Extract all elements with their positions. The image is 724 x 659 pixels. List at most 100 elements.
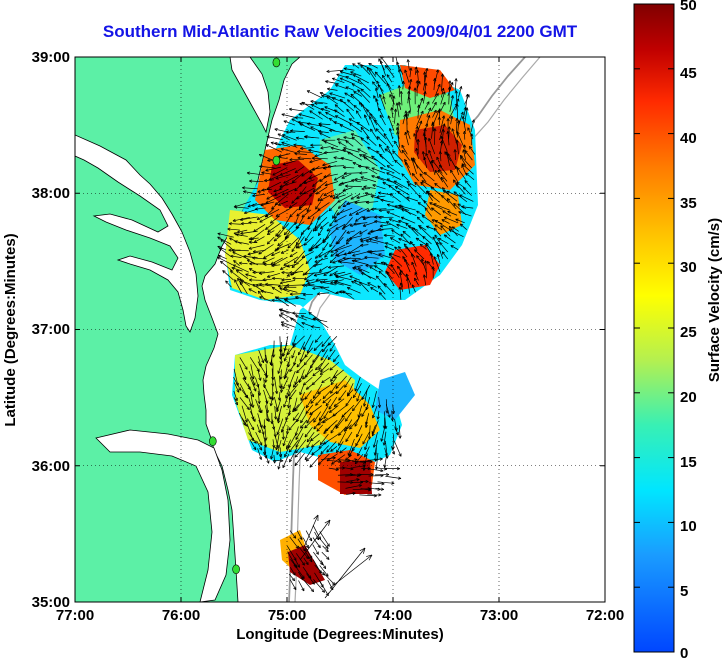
velocity-arrow xyxy=(406,277,411,294)
velocity-arrow xyxy=(318,124,336,132)
velocity-arrow xyxy=(423,200,432,211)
velocity-arrow xyxy=(468,146,476,155)
velocity-arrow xyxy=(240,216,258,222)
velocity-arrow xyxy=(370,207,387,211)
velocity-arrow xyxy=(372,184,386,190)
velocity-arrow xyxy=(377,397,382,408)
velocity-arrow xyxy=(321,456,336,460)
velocity-arrow xyxy=(297,156,312,160)
velocity-arrow xyxy=(394,205,409,211)
velocity-arrow xyxy=(335,385,345,395)
velocity-patch xyxy=(300,380,380,448)
velocity-arrow xyxy=(461,163,474,175)
velocity-arrow xyxy=(394,159,403,168)
velocity-arrow xyxy=(329,216,337,227)
velocity-arrow xyxy=(351,280,361,286)
velocity-arrow xyxy=(305,398,312,409)
x-tick-labels: 77:00 76:00 75:00 74:00 73:00 72:00 xyxy=(56,607,624,624)
velocity-arrow xyxy=(306,432,315,443)
velocity-arrow xyxy=(304,390,312,400)
velocity-arrow xyxy=(352,74,369,84)
velocity-arrow xyxy=(251,202,267,207)
velocity-arrow xyxy=(327,87,338,91)
velocity-arrow xyxy=(280,249,289,254)
velocity-arrow xyxy=(252,256,267,260)
velocity-arrow xyxy=(312,537,321,549)
velocity-arrow xyxy=(324,181,339,187)
velocity-arrow xyxy=(243,190,257,195)
velocity-arrow xyxy=(411,261,418,274)
velocity-arrow xyxy=(231,248,249,252)
velocity-arrow xyxy=(263,383,272,400)
velocity-arrow xyxy=(258,153,274,161)
velocity-arrows xyxy=(217,57,476,599)
velocity-arrow xyxy=(340,156,353,162)
velocity-arrow xyxy=(367,457,383,461)
velocity-arrow xyxy=(283,348,290,362)
velocity-arrow xyxy=(320,107,331,112)
velocity-arrow xyxy=(356,193,371,199)
velocity-arrow xyxy=(330,279,344,285)
axis-ticks xyxy=(74,56,606,603)
velocity-arrow xyxy=(356,425,363,438)
velocity-arrow xyxy=(291,172,304,183)
velocity-arrow xyxy=(425,152,434,169)
velocity-arrow xyxy=(309,454,322,468)
velocity-arrow xyxy=(274,406,278,420)
radar-station-marker xyxy=(272,57,281,68)
velocity-arrow xyxy=(397,85,401,98)
velocity-arrow xyxy=(281,426,285,440)
velocity-arrow xyxy=(314,224,322,232)
velocity-arrow xyxy=(378,208,395,212)
velocity-arrow xyxy=(439,164,448,176)
velocity-arrow xyxy=(299,186,307,195)
velocity-arrow xyxy=(249,262,266,266)
velocity-arrow xyxy=(450,169,459,183)
velocity-arrow xyxy=(277,453,283,470)
velocity-arrow xyxy=(396,122,400,133)
velocity-arrow xyxy=(456,120,461,138)
velocity-arrow xyxy=(378,143,385,153)
velocity-arrow xyxy=(336,236,344,245)
velocity-arrow xyxy=(426,115,431,125)
colorbar-tick-label: 10 xyxy=(680,518,697,535)
velocity-arrow xyxy=(391,229,401,236)
velocity-arrow xyxy=(236,229,248,234)
velocity-arrow xyxy=(309,165,320,174)
velocity-arrow xyxy=(330,369,339,382)
velocity-arrow xyxy=(448,229,464,237)
velocity-arrow xyxy=(220,260,233,272)
velocity-arrow xyxy=(376,410,380,420)
velocity-arrow xyxy=(322,390,331,400)
velocity-arrow xyxy=(401,149,410,161)
velocity-arrow xyxy=(351,136,363,147)
velocity-arrow xyxy=(262,257,275,264)
velocity-arrow xyxy=(443,216,459,224)
velocity-arrow xyxy=(397,190,410,202)
velocity-arrow xyxy=(360,472,374,477)
velocity-arrow xyxy=(405,222,419,237)
velocity-arrow xyxy=(453,191,468,203)
velocity-arrow xyxy=(326,69,344,73)
velocity-arrow xyxy=(431,266,435,279)
velocity-arrow xyxy=(325,111,336,118)
velocity-arrow xyxy=(240,221,250,226)
velocity-arrow xyxy=(247,383,255,398)
velocity-arrow xyxy=(360,176,377,183)
velocity-arrow xyxy=(333,398,345,407)
velocity-arrow xyxy=(313,579,326,593)
x-axis-label: Longitude (Degrees:Minutes) xyxy=(236,626,444,643)
velocity-arrow xyxy=(351,259,369,265)
velocity-arrow xyxy=(394,246,402,253)
velocity-arrow xyxy=(346,389,354,397)
velocity-arrow xyxy=(249,179,264,183)
velocity-arrow xyxy=(458,111,464,126)
velocity-arrow xyxy=(252,249,266,254)
velocity-arrow xyxy=(334,280,352,287)
velocity-arrow xyxy=(333,369,344,379)
velocity-arrow xyxy=(377,285,386,295)
velocity-arrow xyxy=(326,441,337,453)
velocity-arrow xyxy=(462,131,467,140)
velocity-arrow xyxy=(417,120,423,133)
velocity-arrow xyxy=(291,242,298,253)
